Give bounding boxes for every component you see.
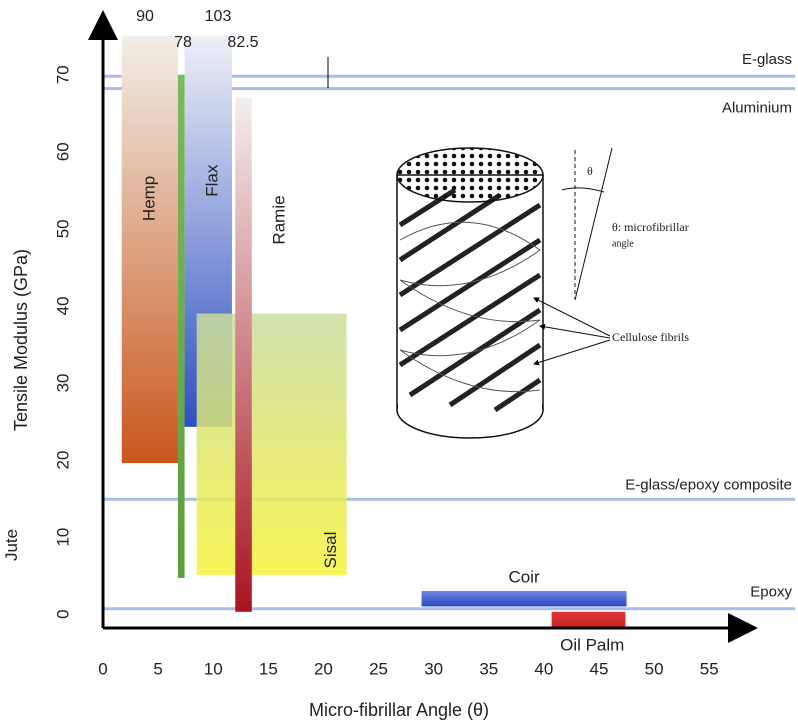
fibrils [398,187,542,413]
y-tick-label: 40 [53,296,72,315]
fibril-mesh [399,221,541,393]
x-tick-label: 20 [314,659,333,678]
range-bar [121,36,178,464]
reference-label: E-glass [742,51,792,68]
max-label: 103 [205,8,232,25]
y-tick-label: 50 [53,219,72,238]
range-bar [551,611,626,628]
reference-label: Epoxy [750,584,792,601]
range-bar [177,74,185,578]
fiber-label: Hemp [139,176,158,221]
range-bar [421,591,627,607]
y-axis-title: Tensile Modulus (GPa) [11,249,31,431]
range-bar [196,313,347,575]
max-label: 82.5 [227,34,258,51]
x-tick-label: 40 [534,659,553,678]
range-bar [235,97,252,612]
inset-angle-label: angle [612,238,634,249]
max-label: 78 [174,34,192,51]
x-tick-label: 55 [700,659,719,678]
y-tick-label: 10 [53,528,72,547]
y-tick-label: 60 [53,142,72,161]
x-axis-title: Micro-fibrillar Angle (θ) [309,700,489,720]
x-tick-label: 25 [369,659,388,678]
y-tick-label: 20 [53,451,72,470]
y-tick-label: 70 [53,65,72,84]
inset-fibril-label: Cellulose fibrils [612,330,689,344]
x-tick-label: 5 [153,659,162,678]
cylinder-top [396,147,544,203]
angle-line [574,147,613,301]
reference-label: E-glass/epoxy composite [625,476,792,493]
x-tick-label: 50 [645,659,664,678]
fiber-label: Jute [2,529,21,561]
reference-label: Aluminium [722,100,792,117]
x-tick-label: 35 [479,659,498,678]
fiber-label: Flax [202,164,221,197]
y-tick-label: 0 [53,609,72,618]
x-tick-label: 15 [259,659,278,678]
y-tick-label: 30 [53,373,72,392]
x-tick-label: 0 [98,659,107,678]
angle-arc [561,187,605,193]
max-label: 90 [136,8,154,25]
fiber-label: Oil Palm [560,635,624,654]
inset: θ θ: microfibrillar angle Cellulose fibr… [396,147,689,439]
x-tick-label: 45 [590,659,609,678]
x-tick-label: 10 [204,659,223,678]
inset-theta: θ [587,164,593,178]
x-tick-label: 30 [424,659,443,678]
fiber-label: Coir [508,567,540,586]
fiber-label: Ramie [269,195,288,244]
fibril-arrows [533,297,611,366]
fiber-label: Sisal [321,532,340,569]
inset-angle-label: θ: microfibrillar [612,220,689,234]
